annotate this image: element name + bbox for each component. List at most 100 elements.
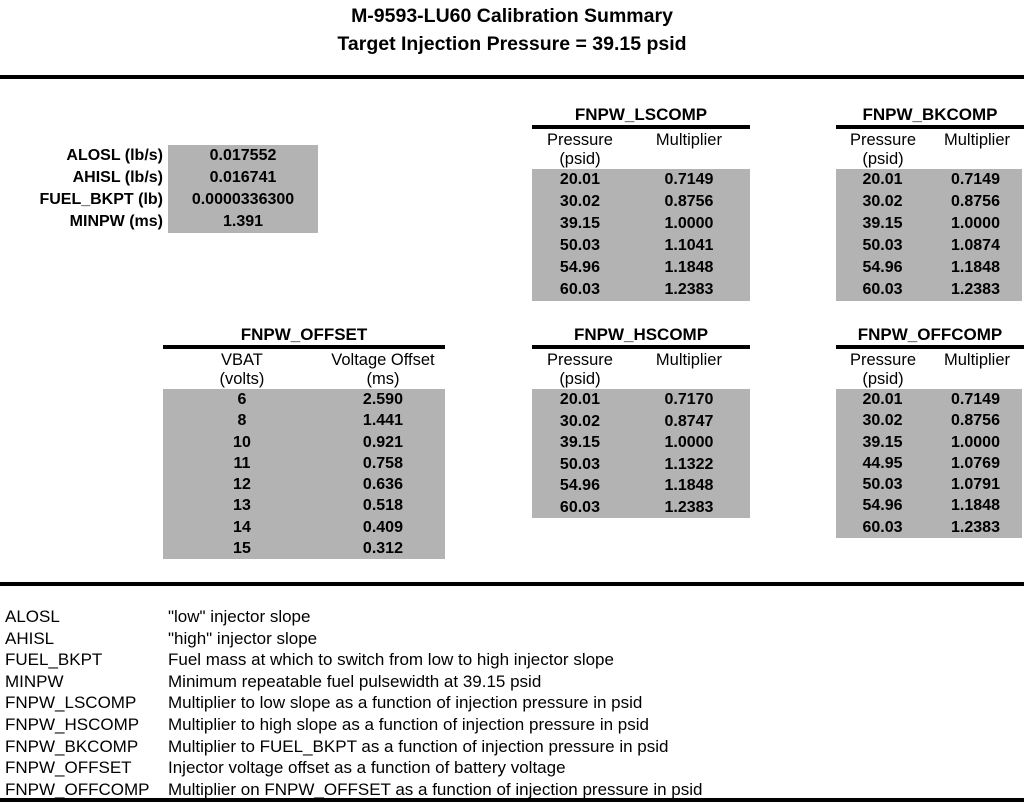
multiplier-cell: 1.0000: [951, 433, 1000, 451]
multiplier-cell: 1.0000: [664, 215, 714, 232]
vbat-column-header: VBAT (volts): [163, 351, 321, 389]
definition-row: FNPW_HSCOMP Multiplier to high slope as a…: [5, 714, 702, 736]
multiplier-cell: 0.7149: [951, 391, 1000, 408]
table-row: 20.01 0.7149: [836, 389, 1022, 410]
psid-unit-label: (psid): [862, 150, 904, 168]
separator-middle: [0, 582, 1024, 586]
table-row: 60.03 1.2383: [532, 497, 750, 519]
table-row: 15 0.312: [163, 538, 445, 559]
parameter-label: AHISL (lb/s): [72, 169, 163, 186]
table-title-rule: [532, 125, 750, 129]
voltage-offset-cell: 0.636: [362, 476, 403, 494]
table-row: 30.02 0.8756: [836, 410, 1022, 431]
multiplier-cell: 1.1848: [951, 259, 1000, 276]
separator-top: [0, 75, 1024, 79]
definition-description: Multiplier to FUEL_BKPT as a function of…: [168, 736, 669, 756]
definition-description: "low" injector slope: [168, 607, 311, 626]
vbat-cell: 8: [237, 412, 247, 430]
table-title: FNPW_HSCOMP: [573, 325, 709, 344]
pressure-cell: 50.03: [862, 237, 903, 254]
multiplier-column-header: Multiplier: [655, 351, 722, 369]
pressure-column-header: Pressure (psid): [532, 131, 628, 169]
multiplier-cell: 1.1848: [664, 259, 714, 276]
voltage-offset-cell: 0.312: [362, 540, 403, 558]
pressure-cell: 60.03: [862, 281, 903, 298]
vbat-cell: 12: [233, 476, 251, 494]
pressure-cell: 30.02: [862, 412, 903, 430]
table-row: 60.03 1.2383: [836, 517, 1022, 538]
definition-term: FUEL_BKPT: [5, 650, 103, 670]
table-row: 11 0.758: [163, 453, 445, 474]
table-fnpw-hscomp: FNPW_HSCOMP Pressure (psid) Multiplier 2…: [532, 325, 750, 518]
pressure-cell: 50.03: [559, 237, 600, 254]
table-title: FNPW_OFFSET: [240, 325, 368, 344]
parameter-values-box: 0.017552 0.016741 0.0000336300 1.391: [168, 145, 318, 233]
pressure-column-header: Pressure (psid): [836, 131, 930, 169]
definition-row: FUEL_BKPT Fuel mass at which to switch fr…: [5, 649, 702, 671]
pressure-cell: 39.15: [862, 215, 903, 232]
voltage-offset-column-header: Voltage Offset (ms): [321, 351, 445, 389]
table-row: 12 0.636: [163, 474, 445, 495]
definition-description: Multiplier to low slope as a function of…: [168, 693, 643, 713]
multiplier-cell: 0.8756: [951, 412, 1000, 430]
parameter-value: 0.0000336300: [191, 191, 295, 208]
psid-unit-label: (psid): [559, 370, 601, 388]
table-row: 60.03 1.2383: [836, 279, 1022, 301]
definition-row: FNPW_LSCOMP Multiplier to low slope as a …: [5, 692, 702, 714]
definition-term: FNPW_HSCOMP: [5, 714, 140, 734]
multiplier-cell: 1.2383: [951, 518, 1000, 536]
table-row: 44.95 1.0769: [836, 453, 1022, 474]
vbat-cell: 15: [233, 540, 251, 558]
table-row: 8 1.441: [163, 410, 445, 431]
parameter-value: 0.016741: [209, 169, 277, 186]
voltage-offset-cell: 0.921: [362, 433, 403, 451]
table-header: Pressure (psid) Multiplier: [532, 349, 750, 389]
table-body: 20.01 0.7149 30.02 0.8756 39.15 1.0000 50.0…: [836, 169, 1022, 301]
pressure-cell: 54.96: [862, 497, 903, 515]
multiplier-cell: 1.0791: [951, 476, 1000, 494]
multiplier-cell: 1.0769: [951, 454, 1000, 472]
vbat-cell: 11: [233, 454, 251, 472]
table-row: 30.02 0.8756: [836, 191, 1022, 213]
pressure-column-header: Pressure (psid): [836, 351, 930, 389]
page-title-line1: M-9593-LU60 Calibration Summary: [351, 5, 673, 27]
table-body: 20.01 0.7149 30.02 0.8756 39.15 1.0000 44.9…: [836, 389, 1022, 539]
pressure-cell: 60.03: [559, 498, 600, 516]
vbat-cell: 6: [237, 391, 247, 408]
pressure-cell: 60.03: [559, 281, 600, 298]
psid-unit-label: (psid): [862, 370, 904, 388]
voltage-offset-cell: 1.441: [362, 412, 403, 430]
multiplier-cell: 1.0000: [951, 215, 1000, 232]
pressure-cell: 39.15: [559, 434, 600, 451]
definition-description: Multiplier on FNPW_OFFSET as a function …: [168, 779, 703, 799]
multiplier-cell: 1.0000: [664, 434, 714, 451]
table-row: 54.96 1.1848: [532, 475, 750, 497]
parameter-label: ALOSL (lb/s): [66, 147, 163, 164]
definition-term: FNPW_BKCOMP: [5, 736, 139, 756]
table-header: Pressure (psid) Multiplier: [532, 129, 750, 169]
pressure-cell: 54.96: [559, 477, 600, 494]
pressure-cell: 20.01: [559, 391, 600, 408]
ms-unit-label: (ms): [366, 370, 400, 388]
pressure-cell: 50.03: [862, 476, 903, 494]
table-row: 13 0.518: [163, 495, 445, 516]
multiplier-cell: 1.1848: [951, 497, 1000, 515]
table-row: 30.02 0.8747: [532, 411, 750, 433]
multiplier-cell: 1.2383: [951, 281, 1000, 298]
table-fnpw-offcomp: FNPW_OFFCOMP Pressure (psid) Multiplier …: [836, 325, 1024, 539]
definition-description: Injector voltage offset as a function of…: [168, 758, 566, 778]
multiplier-cell: 1.2383: [664, 281, 714, 298]
multiplier-cell: 0.7170: [664, 391, 714, 408]
pressure-cell: 20.01: [559, 171, 600, 188]
parameter-value: 0.017552: [209, 147, 277, 164]
table-body: 20.01 0.7149 30.02 0.8756 39.15 1.0000 50.0…: [532, 169, 750, 301]
multiplier-column-header: Multiplier: [943, 131, 1011, 149]
definition-term: AHISL: [5, 628, 55, 648]
table-row: 54.96 1.1848: [836, 257, 1022, 279]
definition-row: AHISL "high" injector slope: [5, 628, 702, 650]
multiplier-cell: 1.1848: [664, 477, 714, 494]
table-row: 50.03 1.1041: [532, 235, 750, 257]
definition-row: MINPW Minimum repeatable fuel pulsewidth …: [5, 671, 702, 693]
table-row: 39.15 1.0000: [532, 432, 750, 454]
page-title: M-9593-LU60 Calibration Summary Target I…: [0, 2, 1024, 58]
